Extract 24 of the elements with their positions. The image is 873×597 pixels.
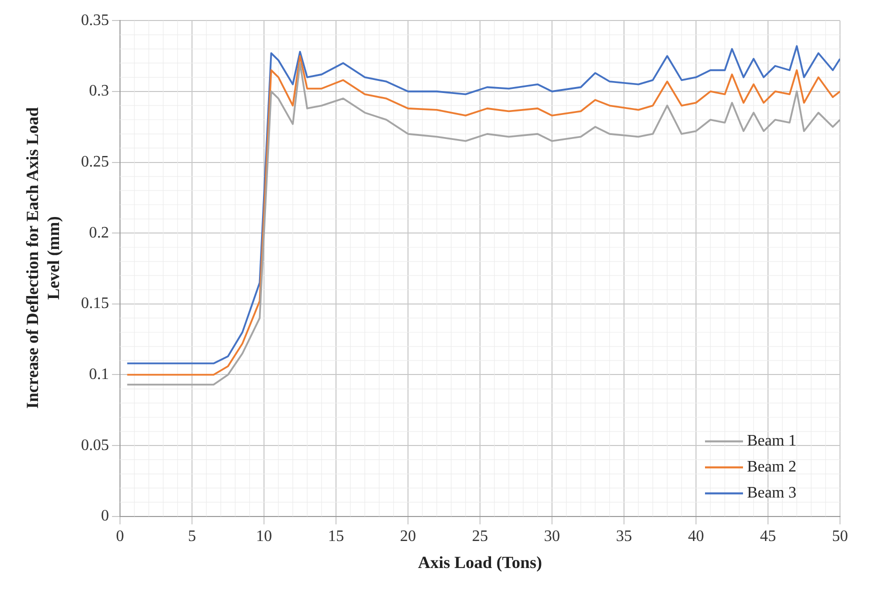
x-tick-label: 30 bbox=[544, 528, 560, 546]
legend-label: Beam 1 bbox=[747, 432, 796, 450]
x-tick-label: 40 bbox=[688, 528, 704, 546]
y-tick-label: 0 bbox=[101, 508, 109, 525]
x-tick-label: 50 bbox=[832, 528, 848, 546]
x-tick-label: 45 bbox=[760, 528, 776, 546]
y-tick-label: 0.3 bbox=[89, 82, 109, 100]
x-tick-label: 20 bbox=[400, 528, 416, 546]
x-axis-title: Axis Load (Tons) bbox=[418, 553, 542, 572]
y-tick-label: 0.2 bbox=[89, 224, 109, 242]
x-tick-label: 5 bbox=[188, 528, 196, 546]
legend-label: Beam 3 bbox=[747, 484, 796, 502]
y-axis-title: Increase of Deflection for Each Axis Load Level (mm) bbox=[22, 107, 64, 409]
legend-label: Beam 2 bbox=[747, 458, 796, 476]
y-tick-label: 0.15 bbox=[81, 295, 109, 312]
y-tick-label: 0.1 bbox=[89, 366, 109, 383]
x-tick-label: 10 bbox=[256, 528, 272, 546]
x-tick-label: 35 bbox=[616, 528, 632, 546]
x-tick-label: 25 bbox=[472, 528, 488, 546]
y-tick-label: 0.35 bbox=[81, 12, 109, 29]
x-tick-label: 0 bbox=[116, 528, 124, 546]
y-tick-label: 0.25 bbox=[81, 153, 109, 170]
x-tick-label: 15 bbox=[328, 528, 344, 546]
y-tick-label: 0.05 bbox=[81, 436, 109, 454]
